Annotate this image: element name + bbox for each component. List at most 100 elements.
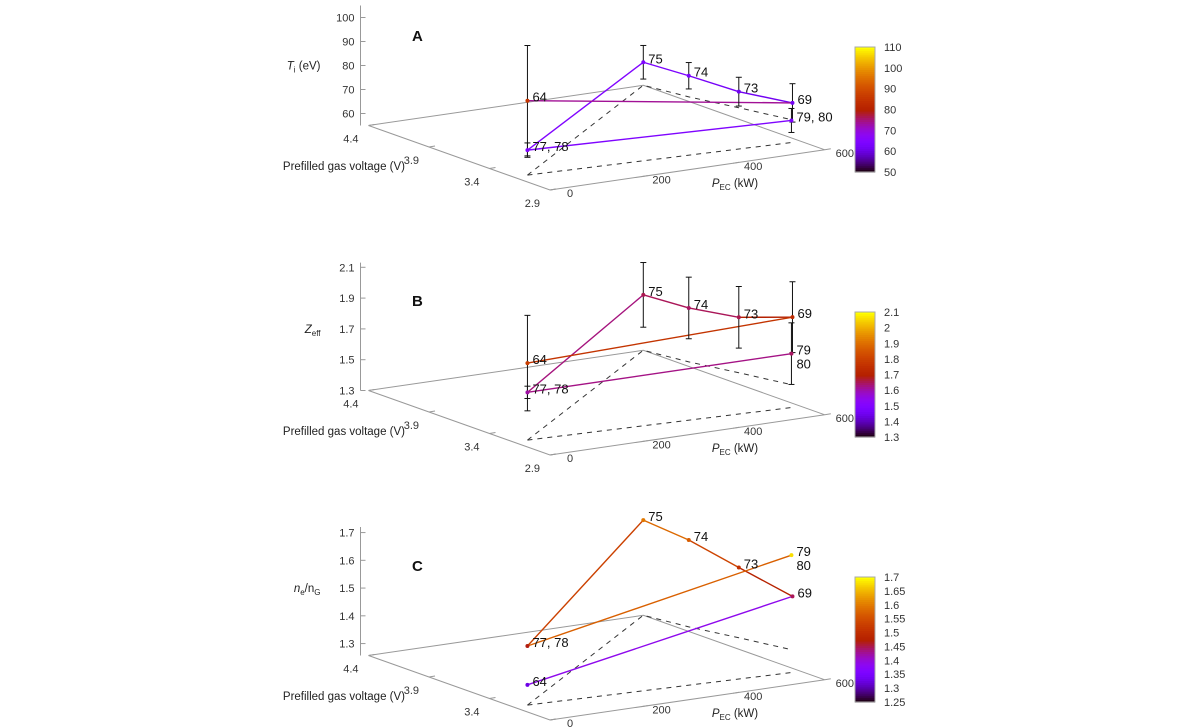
colorbar-segment xyxy=(855,622,875,626)
panel-b: 1.3 1.5 1.7 1.9 2.1 Zeff 0 200 400 600 PEC (kW) 4.4… xyxy=(283,262,899,475)
y-tick-mark xyxy=(549,453,557,456)
colorbar-segment xyxy=(855,322,875,326)
z-axis-label: Zeff xyxy=(304,324,322,338)
colorbar-segment xyxy=(855,67,875,71)
colorbar-segment xyxy=(855,320,875,324)
colorbar-segment xyxy=(855,82,875,86)
colorbar-segment xyxy=(855,604,875,607)
data-line-segment xyxy=(527,99,793,104)
colorbar-segment xyxy=(855,668,875,672)
colorbar-tick-label: 110 xyxy=(884,42,902,54)
point-label: 77, 78 xyxy=(532,381,568,396)
colorbar-segment xyxy=(855,405,875,409)
colorbar-segment xyxy=(855,591,875,595)
data-point-74 xyxy=(686,538,691,543)
colorbar-segment xyxy=(855,97,875,100)
colorbar-segment xyxy=(855,117,875,121)
colorbar-segment xyxy=(855,393,875,396)
colorbar-segment xyxy=(855,583,875,586)
colorbar-segment xyxy=(855,643,875,647)
colorbar-tick-label: 1.7 xyxy=(884,370,899,382)
data-line-segment xyxy=(526,294,644,393)
data-line-segment xyxy=(527,61,644,151)
x-tick-mark xyxy=(733,691,740,694)
colorbar-segment xyxy=(855,422,875,426)
colorbar-tick-label: 1.6 xyxy=(884,385,899,397)
y-tick-label: 2.9 xyxy=(525,198,540,210)
data-point-77 xyxy=(525,148,530,153)
colorbar-frame xyxy=(854,311,876,438)
colorbar-segment xyxy=(855,639,875,643)
colorbar-segment xyxy=(855,681,875,684)
colorbar-tick-label: 1.7 xyxy=(884,572,899,584)
colorbar-segment xyxy=(855,649,875,653)
data-point-77 xyxy=(525,390,530,395)
colorbar-segment xyxy=(855,629,875,632)
colorbar-segment xyxy=(855,349,875,353)
colorbar-segment xyxy=(855,699,875,703)
colorbar-segment xyxy=(855,161,875,165)
colorbar-segment xyxy=(855,420,875,424)
colorbar-segment xyxy=(855,115,875,119)
x-label-rest: (kW) xyxy=(731,443,759,455)
colorbar-segment xyxy=(855,167,875,171)
point-label: 74 xyxy=(694,529,708,544)
colorbar-segment xyxy=(855,624,875,628)
point-label: 77, 78 xyxy=(532,139,568,154)
data-line-segment xyxy=(688,539,740,569)
colorbar-tick-label: 60 xyxy=(884,146,896,158)
x-tick-mark xyxy=(824,413,831,416)
y-tick-mark xyxy=(368,124,375,126)
colorbar-segment xyxy=(855,140,875,144)
floor-projection-line xyxy=(527,672,792,706)
colorbar-segment xyxy=(855,134,875,138)
floor-box xyxy=(368,349,825,456)
colorbar-tick-label: 1.4 xyxy=(884,416,899,428)
colorbar-segment xyxy=(855,47,875,50)
colorbar-segment xyxy=(855,337,875,340)
x-tick-label: 600 xyxy=(836,413,854,425)
colorbar-segment xyxy=(855,627,875,630)
colorbar-segment xyxy=(855,645,875,649)
data-point-75 xyxy=(641,518,646,523)
colorbar-segment xyxy=(855,677,875,680)
colorbar-segment xyxy=(855,326,875,330)
colorbar-segment xyxy=(855,577,875,580)
colorbar-segment xyxy=(855,142,875,146)
colorbar-segment xyxy=(855,654,875,657)
colorbar-segment xyxy=(855,589,875,593)
z-tick-label: 2.1 xyxy=(339,262,354,274)
point-label: 80 xyxy=(796,357,810,372)
colorbar-segment xyxy=(855,69,875,73)
data-point-75 xyxy=(641,292,646,297)
colorbar-segment xyxy=(855,90,875,94)
colorbar-tick-label: 1.25 xyxy=(884,697,905,709)
point-label: 79 xyxy=(796,544,810,559)
data-point-64 xyxy=(525,361,530,366)
point-label: 75 xyxy=(648,51,662,66)
colorbar-segment xyxy=(855,55,875,59)
x-axis-label: PEC (kW) xyxy=(712,178,758,192)
colorbar-segment xyxy=(855,401,875,405)
x-tick-label: 0 xyxy=(567,718,573,727)
colorbar-segment xyxy=(855,351,875,355)
z-tick-label: 70 xyxy=(342,85,354,97)
data-line-segment xyxy=(643,519,690,541)
colorbar-segment xyxy=(855,679,875,682)
y-tick-label: 3.4 xyxy=(464,177,479,189)
x-tick-label: 0 xyxy=(567,188,573,200)
z-label-main: n xyxy=(294,583,300,595)
colorbar-segment xyxy=(855,685,875,689)
x-tick-label: 200 xyxy=(652,175,670,187)
colorbar-segment xyxy=(855,169,875,173)
y-tick-mark xyxy=(368,654,375,656)
colorbar-segment xyxy=(855,88,875,92)
colorbar-segment xyxy=(855,113,875,117)
y-tick-label: 3.4 xyxy=(464,442,479,454)
data-point-74 xyxy=(686,73,691,78)
colorbar-segment xyxy=(855,80,875,84)
colorbar-segment xyxy=(855,662,875,666)
colorbar-segment xyxy=(855,606,875,609)
x-tick-mark xyxy=(824,678,831,681)
colorbar-segment xyxy=(855,147,875,150)
